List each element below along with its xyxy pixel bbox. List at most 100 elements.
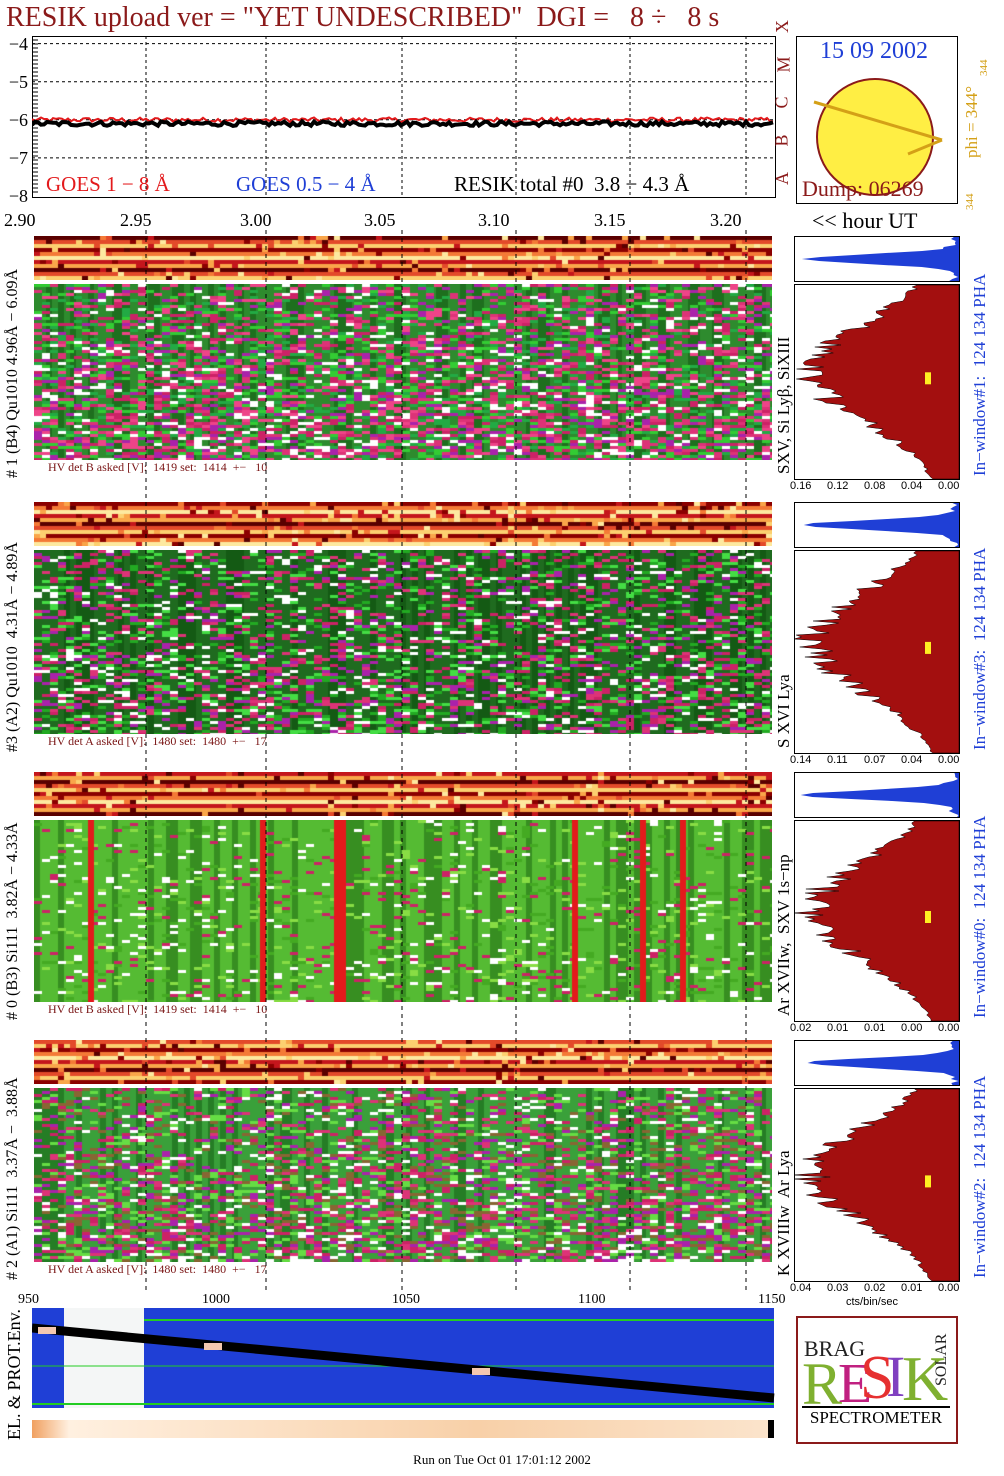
goes-y-ticks: −4 −5 −6 −7 −8 — [0, 33, 30, 206]
window-label: In−window#3: 124 134 PHA — [970, 547, 989, 750]
goes-y-tick-label: −8 — [8, 186, 28, 206]
spectrum-strip — [34, 502, 772, 546]
hist-tick-label: 0.07 — [864, 754, 886, 766]
hist-tick-label: 0.02 — [864, 1282, 886, 1294]
pha-window-marker — [925, 911, 931, 923]
sun-date: 15 09 2002 — [820, 38, 928, 64]
hv-text: HV det A asked [V]: 1480 set: 1480 +− 17 — [48, 734, 267, 748]
class-letters: A B C M X — [772, 20, 798, 198]
hist-tick-label: 0.14 — [790, 754, 812, 766]
hist-tick-label: 0.12 — [827, 480, 849, 492]
logo-letter-s: S — [860, 1344, 894, 1412]
goes-y-tick-label: −4 — [8, 33, 28, 54]
time-tick-label: 3.15 — [594, 210, 626, 230]
pha-histogram-plot — [792, 820, 960, 1022]
time-unit-label: << hour UT — [812, 208, 918, 233]
goes-class-letter: C — [771, 96, 792, 109]
detector-left-label: # 1 (B4) Qu1010 4.96Å − 6.09Å — [4, 268, 21, 478]
pha-histogram — [793, 550, 960, 754]
pha-strip-area — [801, 237, 959, 281]
goes-series-line — [32, 118, 774, 129]
pha-histogram — [792, 1088, 960, 1282]
pha-strip-plot — [807, 1041, 959, 1085]
pha-histogram — [792, 820, 960, 1022]
env-gradient-end — [768, 1420, 774, 1438]
pha-strip-plot — [801, 237, 959, 281]
spectrum-strip — [34, 236, 772, 280]
spectrogram — [34, 550, 772, 734]
sun-panel — [796, 36, 958, 204]
footer-runinfo: Run on Tue Oct 01 17:01:12 2002 — [413, 1452, 591, 1467]
pha-strip-hist — [794, 772, 960, 818]
pha-strip-hist — [794, 502, 960, 548]
hist-tick-label: 0.01 — [827, 1022, 849, 1034]
pha-histogram-area — [792, 1088, 960, 1282]
env-axis: 950 1000 1050 1100 1150 — [0, 1292, 800, 1310]
hist-tick-label: 0.00 — [938, 1022, 960, 1034]
pha-strip-area — [803, 503, 959, 547]
sun-axis-arrow — [813, 100, 943, 142]
spectrum-strip — [34, 1040, 772, 1084]
window-label: In−window#0: 124 134 PHA — [970, 815, 989, 1018]
env-label: EL. & PROT.Env. — [4, 1309, 24, 1440]
logo-letter-e: E — [838, 1353, 872, 1415]
env-tick-label: 1000 — [202, 1292, 230, 1307]
sun-disk — [813, 78, 943, 196]
env-trend-line — [32, 1323, 775, 1403]
time-tick-label: 3.20 — [710, 210, 742, 230]
legend-goes-long: GOES 1 − 8 Å — [46, 172, 170, 196]
goes-panel — [32, 36, 776, 198]
window-label: In−window#1: 124 134 PHA — [970, 273, 989, 476]
env-background — [32, 1308, 774, 1408]
spectrogram — [34, 1088, 772, 1262]
time-tick-label: 3.05 — [364, 210, 396, 230]
phi-bottom: 344 — [964, 193, 976, 211]
hist-ticks: 0.14 0.11 0.07 0.04 0.00 — [790, 754, 970, 768]
goes-y-tick-label: −6 — [8, 109, 28, 130]
page-title: RESIK upload ver = "YET UNDESCRIBED" DGI… — [6, 2, 720, 33]
resik-logo: R E S I K BRAG SOLAR SPECTROMETER — [796, 1316, 958, 1444]
pha-window-marker — [925, 641, 931, 654]
pha-histogram-area — [793, 550, 960, 754]
goes-y-tick-label: −7 — [8, 147, 28, 168]
pha-histogram — [794, 284, 960, 480]
hv-text: HV det A asked [V]: 1480 set: 1480 +− 17 — [48, 1262, 267, 1276]
pha-strip-area — [807, 1041, 959, 1085]
hist-ticks: 0.02 0.01 0.01 0.00 0.00 — [790, 1022, 970, 1036]
goes-class-letter: X — [772, 19, 792, 33]
goes-class-letter: B — [771, 134, 792, 147]
goes-plot — [32, 36, 774, 196]
hist-tick-label: 0.04 — [901, 480, 923, 492]
pha-window-marker — [925, 372, 931, 385]
env-marker-2 — [204, 1343, 222, 1350]
pha-strip-plot — [800, 773, 959, 817]
env-marker-1 — [38, 1327, 56, 1334]
hv-text: HV det B asked [V]: 1419 set: 1414 +− 10 — [48, 1002, 268, 1016]
pha-histogram-area — [792, 820, 960, 1022]
goes-series-line — [32, 116, 774, 124]
pha-window-marker — [925, 1175, 931, 1188]
pha-histogram-plot — [793, 550, 960, 754]
sun-axis-arrow-head — [907, 138, 943, 156]
time-tick-label: 3.00 — [240, 210, 272, 230]
detector-line-label: SXV, Si Lyβ, SiXIII — [774, 336, 793, 474]
pha-strip-hist — [794, 236, 960, 282]
env-marker-3 — [472, 1368, 490, 1375]
hist-tick-label: 0.04 — [901, 754, 923, 766]
logo-small-1: BRAG — [804, 1336, 865, 1361]
detector-left-label: #3 (A2) Qu1010 4.31Å − 4.89Å — [4, 542, 21, 752]
hist-tick-label: 0.00 — [938, 754, 960, 766]
legend-resik: RESIK total #0 3.8 − 4.3 Å — [454, 172, 690, 196]
detector-left-label: # 2 (A1) Si111 3.37Å − 3.88Å — [4, 1077, 21, 1281]
pha-strip-plot — [803, 503, 959, 547]
hist-tick-label: 0.02 — [790, 1022, 812, 1034]
time-tick-label: 2.90 — [4, 210, 36, 230]
detector-line-label: Ar XVIIw, SXV 1s−np — [774, 854, 793, 1016]
hist-unit: cts/bin/sec — [846, 1296, 898, 1308]
time-tick-label: 2.95 — [120, 210, 152, 230]
logo-caption: SPECTROMETER — [802, 1406, 950, 1428]
time-axis: 2.90 2.95 3.00 3.05 3.10 3.15 3.20 — [0, 210, 780, 234]
env-gap — [64, 1308, 144, 1408]
hist-tick-label: 0.08 — [864, 480, 886, 492]
time-tick-label: 3.10 — [478, 210, 510, 230]
